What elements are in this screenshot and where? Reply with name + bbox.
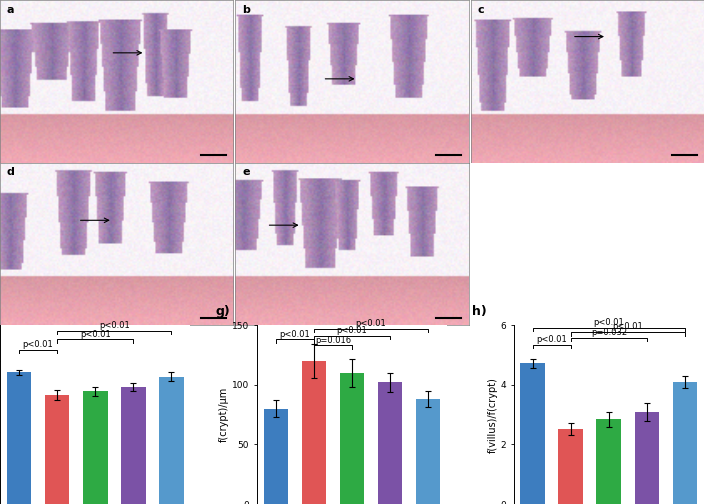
Bar (6, 372, 32, 504)
Text: d: d (7, 167, 15, 177)
Text: g): g) (215, 305, 230, 318)
Bar (520, 363, 545, 504)
Text: p<0.01: p<0.01 (536, 335, 567, 344)
Text: a: a (7, 5, 15, 15)
Bar (339, 373, 365, 504)
Text: c: c (478, 5, 484, 15)
Text: p<0.01: p<0.01 (337, 326, 367, 335)
Bar (377, 383, 403, 504)
Text: p<0.01: p<0.01 (612, 323, 643, 332)
Text: p<0.01: p<0.01 (99, 321, 130, 330)
Bar (301, 361, 327, 504)
Bar (416, 399, 441, 504)
Text: h): h) (472, 305, 486, 318)
Bar (596, 419, 621, 504)
Text: p<0.01: p<0.01 (279, 330, 310, 339)
Bar (83, 391, 108, 504)
Text: p=0.016: p=0.016 (315, 336, 351, 345)
Bar (159, 376, 184, 504)
Text: p<0.01: p<0.01 (80, 330, 111, 339)
Bar (672, 382, 698, 504)
Bar (45, 395, 70, 504)
Bar (558, 429, 583, 504)
Bar (263, 409, 288, 504)
Bar (634, 412, 659, 504)
Text: b: b (242, 5, 251, 15)
Text: p<0.01: p<0.01 (23, 340, 54, 349)
Text: e: e (242, 167, 250, 177)
Y-axis label: f(villus)/f(crypt): f(villus)/f(crypt) (488, 376, 498, 453)
Text: p<0.01: p<0.01 (593, 318, 624, 327)
Text: p<0.01: p<0.01 (356, 319, 386, 328)
Text: p=0.032: p=0.032 (591, 328, 627, 337)
Bar (121, 387, 146, 504)
Y-axis label: f(crypt)/μm: f(crypt)/μm (219, 387, 230, 442)
